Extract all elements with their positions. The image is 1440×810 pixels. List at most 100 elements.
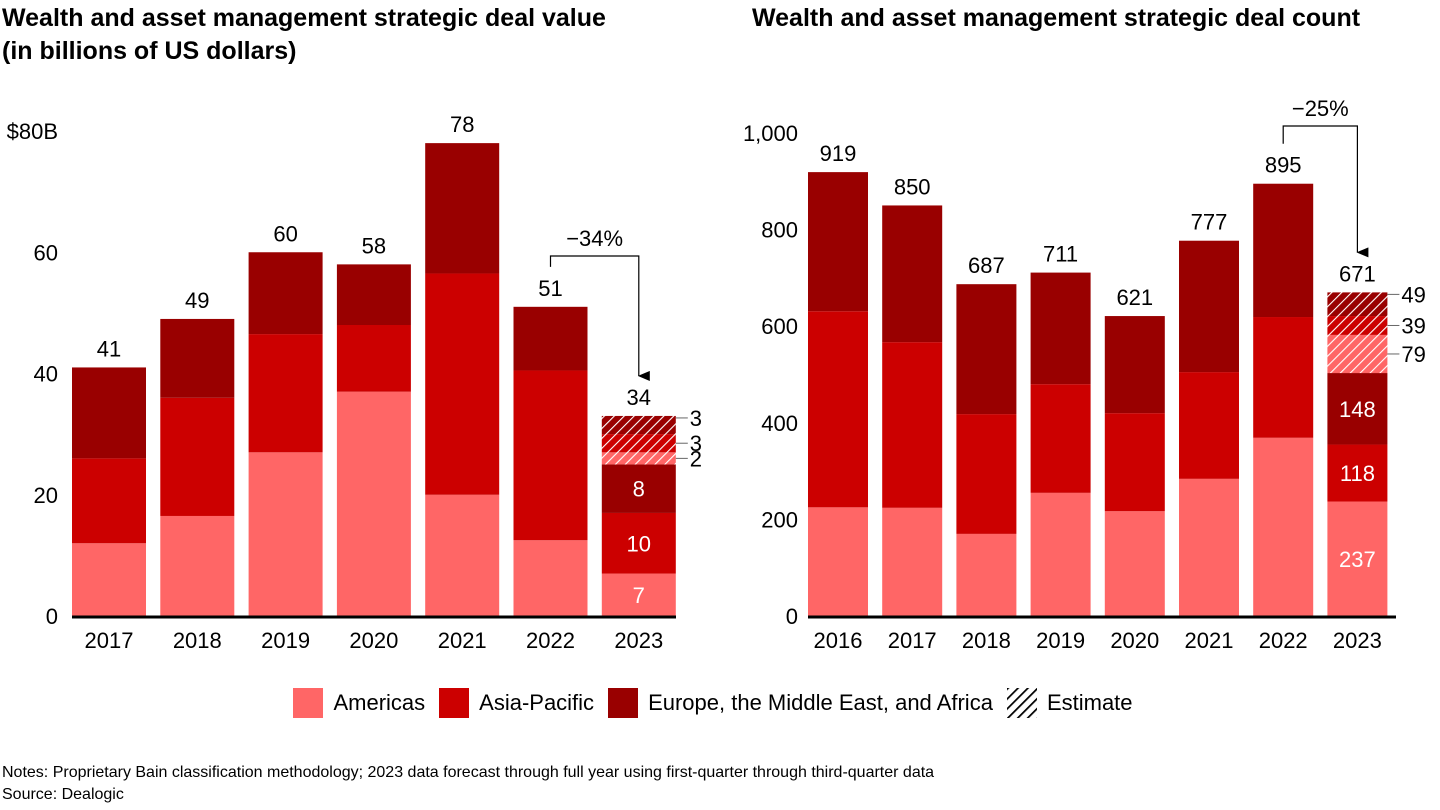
legend-item-asia-pacific: Asia-Pacific	[439, 688, 594, 718]
notes-text: Notes: Proprietary Bain classification m…	[2, 764, 935, 781]
segment-value-label: 8	[633, 477, 645, 502]
segment-value-label: 118	[1340, 461, 1375, 486]
legend-label: Americas	[333, 690, 426, 715]
bar-segment-emea	[1104, 316, 1165, 414]
bar-segment-emea	[1179, 240, 1239, 373]
bar-segment-estimate-americas	[601, 452, 676, 465]
y-tick-label: 60	[34, 240, 58, 265]
total-value-label: 78	[450, 112, 474, 137]
x-tick-label: 2017	[85, 628, 134, 653]
segment-value-label: 237	[1339, 547, 1376, 572]
y-tick-label: 800	[761, 218, 798, 243]
legend: Americas Asia-Pacific Europe, the Middle…	[0, 688, 1440, 718]
bar-segment-americas	[1104, 511, 1165, 616]
estimate-value-label: 3	[690, 406, 702, 431]
legend-label: Asia-Pacific	[479, 690, 595, 715]
bar-segment-americas	[513, 540, 588, 616]
chart-deal-value: 0204060$80B41201749201860201958202078202…	[7, 112, 702, 653]
x-tick-label: 2020	[1110, 628, 1159, 653]
bar-segment-emea	[513, 306, 588, 371]
bar-segment-americas	[1030, 492, 1091, 616]
bar-segment-emea	[1327, 373, 1388, 445]
total-value-label: 34	[627, 385, 651, 410]
bar-segment-asia-pacific	[1030, 384, 1091, 493]
bar-segment-asia-pacific	[160, 397, 235, 516]
bar-segment-asia-pacific	[601, 512, 676, 574]
x-tick-label: 2017	[888, 628, 937, 653]
bar-segment-americas	[1253, 437, 1314, 616]
bar-segment-emea	[601, 464, 676, 513]
x-tick-label: 2018	[173, 628, 222, 653]
legend-item-emea: Europe, the Middle East, and Africa	[608, 688, 993, 718]
bar-segment-asia-pacific	[956, 414, 1017, 534]
x-tick-label: 2023	[1333, 628, 1382, 653]
bar-segment-emea	[160, 318, 235, 398]
y-tick-label: 40	[34, 362, 58, 387]
change-arrow	[549, 255, 650, 381]
total-value-label: 711	[1043, 242, 1078, 267]
bar-segment-asia-pacific	[513, 370, 588, 541]
bar-segment-emea	[882, 205, 943, 343]
estimate-value-label: 2	[690, 446, 702, 471]
title-line: Wealth and asset management strategic de…	[752, 4, 1361, 32]
bar-segment-asia-pacific	[248, 334, 323, 453]
total-value-label: 777	[1191, 210, 1228, 235]
total-value-label: 60	[273, 221, 297, 246]
legend-swatch-estimate	[1006, 688, 1037, 718]
legend-swatch-asia-pacific	[439, 688, 470, 718]
chart-title-deal-value: Wealth and asset management strategic de…	[2, 2, 722, 68]
bar-segment-americas	[336, 391, 411, 616]
bar-segment-americas	[425, 494, 500, 616]
total-value-label: 51	[538, 276, 562, 301]
x-tick-label: 2023	[614, 628, 663, 653]
total-value-label: 671	[1339, 261, 1376, 286]
change-annotation: −34%	[566, 226, 623, 251]
legend-label: Estimate	[1046, 690, 1133, 715]
chart-deal-count: 0 200 400 600 800 1,000 919 2016 850 2017 687 2018 7…	[743, 96, 1426, 653]
x-tick-label: 2019	[1036, 628, 1085, 653]
estimate-value-label: 49	[1401, 282, 1425, 307]
legend-swatch-americas	[293, 688, 324, 718]
bar-segment-emea	[248, 252, 323, 335]
bar-segment-asia-pacific	[1179, 372, 1239, 479]
chart-title-deal-count: Wealth and asset management strategic de…	[752, 2, 1440, 35]
total-value-label: 895	[1265, 153, 1302, 178]
legend-label: Europe, the Middle East, and Africa	[648, 690, 993, 715]
x-tick-label: 2021	[1185, 628, 1234, 653]
segment-value-label: 148	[1339, 397, 1376, 422]
x-tick-label: 2016	[814, 628, 863, 653]
y-tick-label: 0	[46, 604, 58, 629]
estimate-value-label: 3	[690, 431, 702, 456]
segment-value-label: 7	[633, 583, 645, 608]
bar-segment-asia-pacific	[1104, 413, 1165, 512]
title-line: Wealth and asset management strategic de…	[2, 4, 606, 32]
x-tick-label: 2020	[349, 628, 398, 653]
bar-segment-estimate-americas	[1327, 334, 1388, 374]
segment-value-label: 10	[627, 531, 651, 556]
bar-segment-americas	[1327, 501, 1388, 616]
bar-segment-americas	[248, 452, 323, 616]
x-tick-label: 2018	[962, 628, 1011, 653]
bar-segment-emea	[425, 143, 500, 274]
change-annotation: −25%	[1292, 96, 1349, 121]
bar-segment-asia-pacific	[1253, 317, 1314, 438]
y-tick-label: 400	[761, 411, 798, 436]
bar-segment-asia-pacific	[808, 311, 868, 508]
total-value-label: 687	[968, 253, 1005, 278]
bar-segment-americas	[160, 515, 235, 616]
bar-segment-americas	[1179, 478, 1239, 616]
estimate-value-label: 39	[1401, 313, 1425, 338]
bar-segment-americas	[601, 573, 676, 616]
x-tick-label: 2022	[526, 628, 575, 653]
bar-segment-estimate-emea	[601, 415, 676, 435]
y-tick-label: 1,000	[743, 121, 798, 146]
bar-segment-emea	[72, 367, 146, 459]
y-tick-label: 20	[34, 483, 58, 508]
bar-segment-emea	[808, 172, 868, 312]
total-value-label: 41	[97, 336, 121, 361]
bar-segment-americas	[72, 543, 146, 616]
bar-segment-asia-pacific	[425, 273, 500, 495]
total-value-label: 58	[362, 233, 386, 258]
bar-segment-asia-pacific	[72, 458, 146, 544]
y-tick-label: $80B	[7, 119, 58, 144]
